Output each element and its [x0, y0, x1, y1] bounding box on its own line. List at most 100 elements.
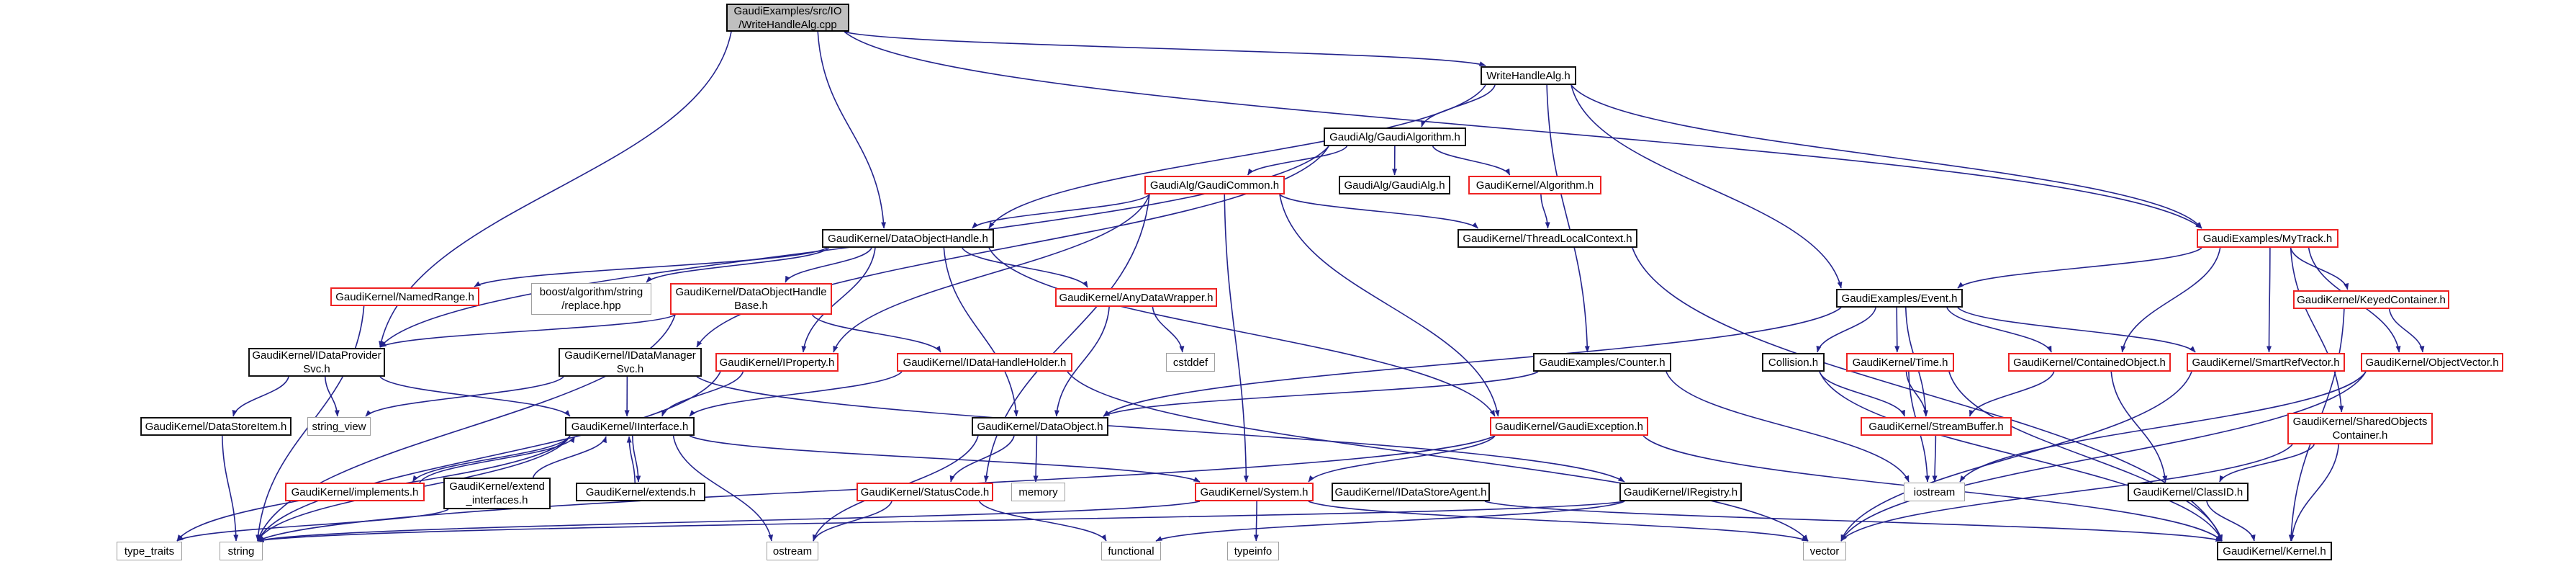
graph-node-dataobjecthandle-h[interactable]: GaudiKernel/DataObjectHandle.h — [822, 229, 994, 248]
edge-iinterface_h-to-extends_h — [631, 435, 641, 483]
node-label: GaudiKernel/Algorithm.h — [1475, 179, 1594, 192]
node-label: iostream — [1913, 485, 1956, 498]
graph-node-gaudialgorithm-h[interactable]: GaudiAlg/GaudiAlgorithm.h — [1324, 127, 1466, 146]
graph-node-namedrange-h[interactable]: GaudiKernel/NamedRange.h — [330, 287, 479, 306]
graph-node-cstddef: cstddef — [1166, 353, 1215, 372]
edge-anydatawrapper_h-to-cstddef — [1152, 306, 1185, 353]
edge-idataprovidersvc_h-to-iinterface_h — [379, 376, 571, 417]
edge-collision_h-to-streambuffer_h — [1819, 371, 1906, 417]
node-label: GaudiKernel/NamedRange.h — [335, 290, 474, 303]
node-label: GaudiKernel/DataObject.h — [977, 420, 1103, 433]
graph-node-kernel-h[interactable]: GaudiKernel/Kernel.h — [2217, 542, 2332, 560]
edge-idataprovidersvc_h-to-string_view — [324, 376, 340, 417]
edge-counter_h-to-iostream — [1666, 371, 1910, 483]
graph-node-gaudialg-h[interactable]: GaudiAlg/GaudiAlg.h — [1339, 176, 1450, 194]
node-label: GaudiAlg/GaudiCommon.h — [1149, 179, 1280, 192]
graph-node-counter-h[interactable]: GaudiExamples/Counter.h — [1533, 353, 1671, 372]
graph-node-implements-h[interactable]: GaudiKernel/implements.h — [285, 483, 425, 501]
graph-node-time-h[interactable]: GaudiKernel/Time.h — [1846, 353, 1954, 372]
graph-node-statuscode-h[interactable]: GaudiKernel/StatusCode.h — [857, 483, 993, 501]
edge-mytrack_h-to-sharedobjectscontainer_h — [2290, 247, 2344, 413]
graph-node-containedobject-h[interactable]: GaudiKernel/ContainedObject.h — [2008, 353, 2171, 372]
graph-node-iinterface-h[interactable]: GaudiKernel/IInterface.h — [565, 417, 695, 436]
graph-node-anydatawrapper-h[interactable]: GaudiKernel/AnyDataWrapper.h — [1055, 288, 1217, 307]
edge-root-to-dataobjecthandle_h — [817, 31, 887, 229]
node-label: GaudiKernel/DataObjectHandle.h — [828, 232, 988, 245]
graph-node-threadlocalcontext-h[interactable]: GaudiKernel/ThreadLocalContext.h — [1458, 229, 1637, 248]
graph-node-string: string — [220, 542, 263, 560]
graph-node-event-h[interactable]: GaudiExamples/Event.h — [1836, 289, 1963, 308]
edge-statuscode_h-to-ostream — [813, 501, 892, 542]
graph-node-objectvector-h[interactable]: GaudiKernel/ObjectVector.h — [2361, 353, 2503, 372]
edge-system_h-to-vector — [1308, 501, 1809, 542]
edge-collision_h-to-kernel_h — [1819, 371, 2223, 542]
edge-algorithm_h-to-threadlocalcontext_h — [1540, 194, 1550, 229]
graph-node-streambuffer-h[interactable]: GaudiKernel/StreamBuffer.h — [1861, 417, 2012, 436]
edge-gaudicommon_h-to-gaudiexception_h — [1279, 194, 1500, 417]
graph-node-mytrack-h[interactable]: GaudiExamples/MyTrack.h — [2197, 229, 2338, 248]
graph-node-iregistry-h[interactable]: GaudiKernel/IRegistry.h — [1619, 483, 1742, 501]
edge-root-to-writehandlealg_h — [844, 31, 1486, 66]
edge-gaudicommon_h-to-dataobjecthandle_h — [972, 194, 1150, 229]
node-label: Collision.h — [1768, 356, 1819, 369]
node-label: cstddef — [1172, 356, 1208, 369]
graph-node-collision-h[interactable]: Collision.h — [1762, 353, 1825, 372]
node-label: GaudiKernel/Kernel.h — [2223, 545, 2326, 558]
graph-node-idatahandleholder-h[interactable]: GaudiKernel/IDataHandleHolder.h — [897, 353, 1072, 372]
graph-node-functional: functional — [1101, 542, 1161, 560]
graph-node-sharedobjectscontainer-h[interactable]: GaudiKernel/SharedObjects Container.h — [2287, 413, 2433, 444]
graph-node-datastoreitem-h[interactable]: GaudiKernel/DataStoreItem.h — [140, 417, 292, 436]
edge-sharedobjectscontainer_h-to-classid_h — [2219, 444, 2315, 483]
edge-idatahandleholder_h-to-vector — [1067, 371, 1809, 542]
graph-node-keyedcontainer-h[interactable]: GaudiKernel/KeyedContainer.h — [2293, 290, 2449, 309]
edge-writehandlealg_h-to-dataobjecthandle_h — [988, 84, 1486, 229]
graph-node-system-h[interactable]: GaudiKernel/System.h — [1195, 483, 1314, 501]
graph-node-iostream: iostream — [1904, 483, 1965, 501]
edge-mytrack_h-to-smartrefvector_h — [2267, 247, 2272, 353]
edge-mytrack_h-to-event_h — [1957, 247, 2202, 289]
graph-node-idatastoreagent-h[interactable]: GaudiKernel/IDataStoreAgent.h — [1332, 483, 1490, 501]
graph-node-memory: memory — [1011, 483, 1065, 501]
graph-node-algorithm-h[interactable]: GaudiKernel/Algorithm.h — [1468, 176, 1601, 194]
edge-writehandlealg_h-to-gaudialgorithm_h — [1421, 84, 1496, 127]
node-label: GaudiKernel/ContainedObject.h — [2013, 356, 2166, 369]
graph-node-idatamanagersvc-h[interactable]: GaudiKernel/IDataManager Svc.h — [559, 348, 702, 377]
graph-node-replace-hpp: boost/algorithm/string /replace.hpp — [531, 283, 651, 315]
node-label: vector — [1809, 545, 1840, 558]
graph-node-gaudiexception-h[interactable]: GaudiKernel/GaudiException.h — [1490, 417, 1648, 436]
edge-idatahandleholder_h-to-iinterface_h — [689, 371, 903, 417]
graph-node-vector: vector — [1803, 542, 1846, 560]
graph-node-idataprovidersvc-h[interactable]: GaudiKernel/IDataProvider Svc.h — [248, 348, 385, 377]
edge-mytrack_h-to-keyedcontainer_h — [2290, 247, 2349, 290]
graph-node-smartrefvector-h[interactable]: GaudiKernel/SmartRefVector.h — [2187, 353, 2345, 372]
graph-node-extends-h[interactable]: GaudiKernel/extends.h — [576, 483, 705, 501]
graph-node-extend-interfaces-h[interactable]: GaudiKernel/extend _interfaces.h — [443, 478, 551, 509]
graph-node-writehandlealg-h[interactable]: WriteHandleAlg.h — [1481, 66, 1576, 85]
node-label: GaudiExamples/Counter.h — [1539, 356, 1666, 369]
graph-node-classid-h[interactable]: GaudiKernel/ClassID.h — [2128, 483, 2249, 501]
node-label: GaudiKernel/ClassID.h — [2133, 485, 2243, 498]
graph-node-iproperty-h[interactable]: GaudiKernel/IProperty.h — [715, 353, 839, 372]
edge-dataobjecthandlebase_h-to-idataprovidersvc_h — [379, 314, 676, 348]
edge-gaudialgorithm_h-to-gaudicommon_h — [1247, 146, 1348, 176]
edge-mytrack_h-to-containedobject_h — [2120, 247, 2221, 353]
node-label: string — [227, 545, 255, 558]
graph-node-dataobjecthandlebase-h[interactable]: GaudiKernel/DataObjectHandle Base.h — [670, 283, 832, 315]
node-label: GaudiKernel/ThreadLocalContext.h — [1463, 232, 1632, 245]
node-label: GaudiKernel/KeyedContainer.h — [2297, 293, 2446, 306]
edge-objectvector_h-to-iostream — [1959, 371, 2367, 483]
edge-event_h-to-collision_h — [1816, 307, 1876, 353]
graph-node-string-view: string_view — [307, 417, 371, 436]
edge-idataprovidersvc_h-to-datastoreitem_h — [232, 376, 289, 417]
graph-node-dataobject-h[interactable]: GaudiKernel/DataObject.h — [972, 417, 1108, 436]
node-label: GaudiKernel/AnyDataWrapper.h — [1059, 291, 1214, 304]
graph-node-gaudicommon-h[interactable]: GaudiAlg/GaudiCommon.h — [1144, 176, 1285, 194]
edge-event_h-to-smartrefvector_h — [1957, 307, 2196, 353]
edge-gaudiexception_h-to-system_h — [1308, 435, 1496, 483]
edge-statuscode_h-to-functional — [978, 501, 1107, 542]
edge-gaudicommon_h-to-threadlocalcontext_h — [1279, 194, 1479, 229]
edge-containedobject_h-to-classid_h — [2110, 371, 2168, 483]
edge-objectvector_h-to-vector — [1840, 371, 2367, 542]
